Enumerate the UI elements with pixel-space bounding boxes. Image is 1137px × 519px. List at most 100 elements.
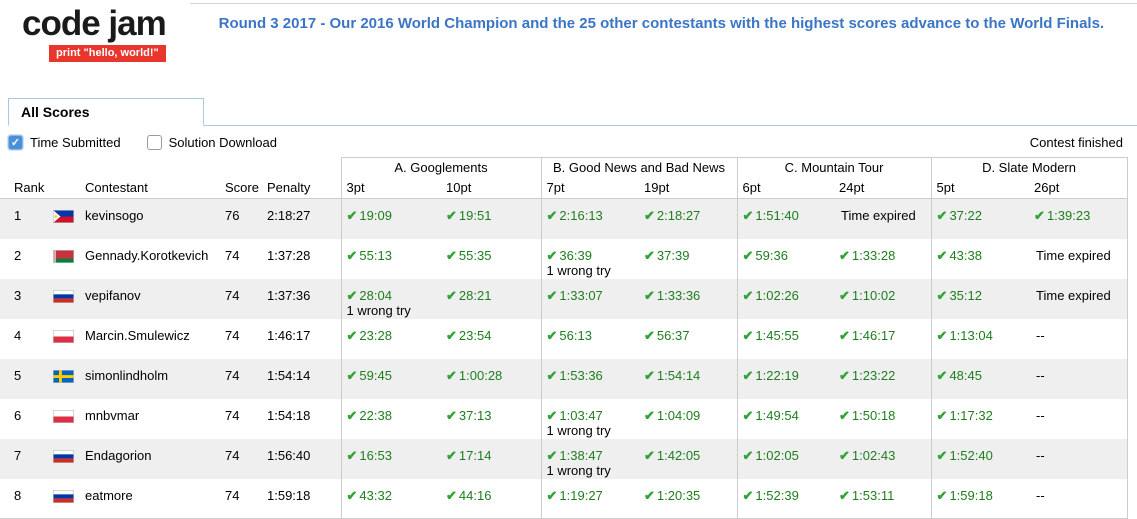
wrong-try-note: 1 wrong try [546,462,611,478]
attempt-cell: ✔ 1:20:35 [639,478,738,519]
contestant-name-cell: eatmore [74,478,218,519]
points-header-c1: 6pt [736,178,835,199]
attempt-status: Time expired [1036,247,1111,263]
solved-check-icon: ✔ [446,208,457,223]
attempt-time: 55:13 [359,247,392,263]
attempt-time: 43:38 [949,247,982,263]
wrong-try-note: 1 wrong try [546,422,611,438]
attempt-cell: ✔ 19:51 [441,199,541,239]
solved-check-icon: ✔ [446,447,457,463]
points-header-d2: 26pt [1029,178,1128,199]
solved-check-icon: ✔ [936,327,948,343]
attempt-cell: ✔ 37:22 [930,198,1030,239]
solved-check-icon: ✔ [936,407,948,423]
attempt-time: 28:21 [458,287,492,303]
attempt-time: 37:13 [458,407,492,423]
solution-download-checkbox [146,134,162,150]
attempt-cell: ✔ 43:38 [930,238,1030,279]
solved-check-icon: ✔ [936,447,948,463]
attempt-time: 1:38:47 [559,447,603,463]
attempt-cell: ✔ 1:53:11 [834,478,932,519]
points-header-a1: 3pt [340,178,441,199]
country-flag [53,329,74,343]
attempt-time: 1:20:35 [656,487,701,503]
attempt-time: 1:13:04 [949,327,993,343]
attempt-cell: ✔ 1:10:02 [834,279,931,319]
attempt-cell: ✔ 44:16 [441,478,541,519]
attempt-cell: ✔ 43:32 [340,478,441,519]
attempt-cell: ✔ 2:16:13 [540,198,639,239]
penalty-cell: 1:37:28 [267,247,311,263]
filter-time-submitted[interactable]: Time Submitted [8,134,121,150]
solved-check-icon: ✔ [839,487,850,503]
attempt-time: 1:33:28 [851,247,896,263]
attempt-cell: ✔ 1:23:22 [834,359,931,399]
attempt-cell: ✔ 1:00:28 [441,359,541,399]
scoreboard-table: A. Googlements B. Good News and Bad News… [0,157,1128,519]
penalty-cell: 1:46:17 [267,327,311,343]
table-row: 3 vepifanov 74 1:37:36 ✔ 28:04 1 wrong try ✔ 28:… [0,278,1128,319]
attempt-cell: ✔ 1:42:05 [639,439,737,479]
solved-check-icon: ✔ [742,287,754,303]
attempt-time: 1:19:27 [559,487,603,503]
problem-header-d: D. Slate Modern [930,157,1128,178]
attempt-time: 19:09 [359,208,392,223]
solved-check-icon: ✔ [742,247,754,263]
contestant-name-cell: mnbvmar [85,407,140,423]
rank-cell: 8 [0,478,52,519]
attempt-cell: ✔ 28:21 [441,279,541,319]
points-header-b2: 19pt [639,178,738,199]
solved-check-icon: ✔ [839,327,850,343]
tab-all-scores[interactable]: All Scores [8,98,204,126]
problem-group-header-row: A. Googlements B. Good News and Bad News… [0,157,1128,178]
attempt-cell: ✔ 1:53:36 [540,358,639,399]
solved-check-icon: ✔ [1034,208,1045,223]
attempt-time: 1:10:02 [851,287,896,303]
attempt-cell: -- [1029,318,1128,359]
attempt-cell: ✔ 1:13:04 [930,318,1030,359]
country-flag [53,249,74,263]
attempt-time: 43:32 [359,487,392,503]
table-row: 8 eatmore 74 1:59:18 ✔ 43:32 ✔ 44:16 ✔ 1:19:27 ✔ 1:… [0,478,1128,519]
score-cell: 74 [225,287,240,303]
attempt-time: 1:52:39 [755,487,799,503]
country-flag [53,489,74,503]
attempt-cell: -- [1029,438,1128,479]
score-cell: 74 [225,367,240,383]
country-flag-cell [52,439,74,479]
problem-header-a: A. Googlements [340,157,541,178]
attempt-cell: ✔ 1:02:05 [736,438,835,479]
solved-check-icon: ✔ [936,247,948,263]
attempt-time: 37:22 [949,208,982,223]
attempt-cell: -- [1029,358,1128,399]
attempt-time: 1:17:32 [949,407,993,423]
tab-bar: All Scores [8,98,1137,126]
attempt-cell: ✔ 28:04 1 wrong try [340,278,441,319]
attempt-cell: ✔ 55:35 [441,239,541,279]
attempt-cell: -- [1029,398,1128,439]
attempt-cell: ✔ 37:39 [639,239,737,279]
attempt-time: 1:39:23 [1046,208,1091,223]
country-flag [53,210,74,223]
attempt-cell: ✔ 56:37 [639,319,737,359]
penalty-cell: 1:59:18 [262,478,341,519]
country-flag [53,449,74,463]
attempt-cell: ✔ 1:54:14 [639,359,737,399]
attempt-time: 59:45 [359,367,392,383]
filter-solution-download[interactable]: Solution Download [146,134,277,150]
solved-check-icon: ✔ [839,247,850,263]
rank-cell: 1 [14,208,22,223]
solved-check-icon: ✔ [644,327,655,343]
country-flag-cell [52,359,74,399]
attempt-cell: ✔ 1:03:47 1 wrong try [540,398,639,439]
attempt-cell: ✔ 17:14 [441,439,541,479]
points-header-b1: 7pt [540,178,639,199]
country-flag-cell [52,478,74,519]
attempt-time: 1:04:09 [656,407,701,423]
rank-cell: 7 [14,447,22,463]
attempt-cell: ✔ 36:39 1 wrong try [540,238,639,279]
attempt-time: 23:54 [458,327,492,343]
country-flag-cell [52,279,74,319]
attempt-cell: ✔ 1:17:32 [930,398,1030,439]
logo-text: code jam [22,4,167,43]
